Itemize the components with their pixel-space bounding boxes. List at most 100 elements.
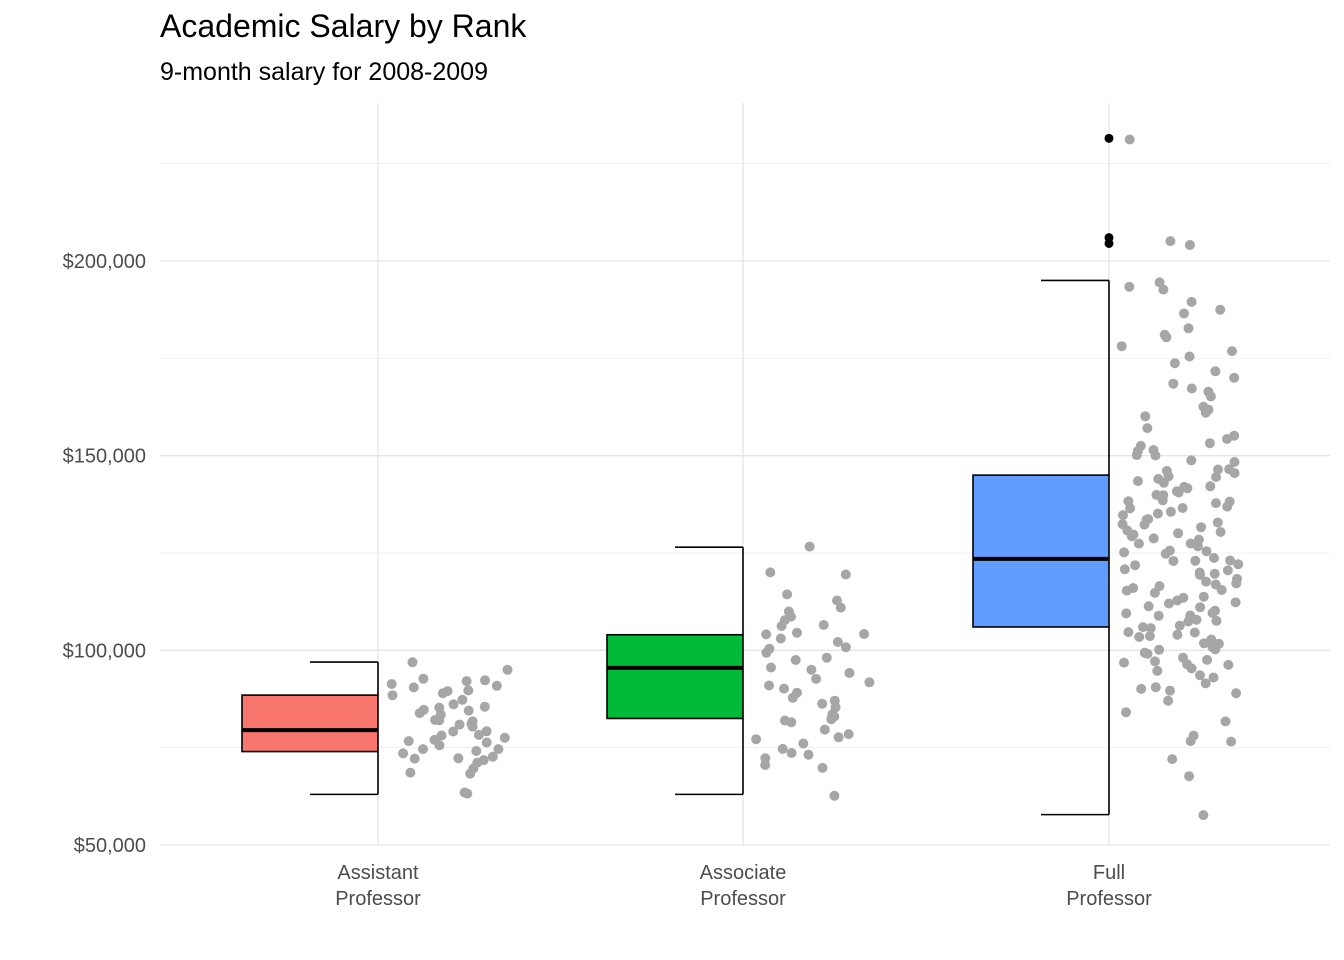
- data-point: [1196, 522, 1207, 533]
- data-point: [1183, 323, 1194, 334]
- data-point: [1135, 440, 1146, 451]
- data-point: [1163, 695, 1174, 706]
- data-point: [1123, 496, 1134, 507]
- data-point: [461, 676, 472, 687]
- data-point: [765, 567, 776, 578]
- data-point: [1118, 510, 1128, 521]
- data-point: [833, 732, 844, 743]
- data-point: [1130, 560, 1141, 571]
- x-tick-label: Professor: [335, 888, 421, 910]
- x-tick-label: Associate: [700, 862, 787, 884]
- data-point: [1142, 648, 1153, 659]
- data-point: [819, 724, 830, 735]
- data-point: [811, 673, 822, 684]
- data-point: [1230, 597, 1241, 608]
- y-tick-label: $100,000: [63, 640, 146, 662]
- data-point: [479, 701, 490, 712]
- data-point: [386, 679, 397, 689]
- x-tick-label: Assistant: [337, 862, 419, 884]
- data-point: [777, 743, 788, 754]
- data-point: [1178, 652, 1188, 663]
- data-point: [436, 730, 447, 741]
- outlier-point: [1104, 133, 1114, 143]
- data-point: [398, 748, 409, 759]
- data-point: [792, 687, 802, 698]
- data-point: [1148, 533, 1159, 544]
- data-point: [408, 682, 419, 693]
- data-point: [463, 685, 474, 696]
- data-point: [1152, 508, 1163, 519]
- data-point: [1186, 383, 1197, 394]
- data-point: [448, 699, 459, 710]
- data-point: [1179, 308, 1189, 319]
- data-point: [817, 698, 828, 709]
- data-point: [478, 755, 489, 766]
- data-point: [409, 753, 420, 764]
- data-point: [1229, 372, 1240, 383]
- data-point: [1154, 581, 1165, 592]
- data-point: [1165, 236, 1176, 247]
- data-point: [783, 606, 794, 617]
- data-point: [1210, 366, 1221, 377]
- data-point: [818, 620, 829, 630]
- data-point: [481, 726, 492, 737]
- chart-title: Academic Salary by Rank: [160, 8, 527, 44]
- data-point: [1133, 538, 1144, 549]
- data-point: [1143, 514, 1154, 525]
- data-point: [1138, 622, 1148, 633]
- box-iqr: [606, 633, 744, 720]
- data-point: [829, 695, 840, 706]
- data-point: [407, 657, 418, 668]
- data-point: [840, 642, 851, 653]
- data-point: [1159, 329, 1170, 340]
- data-point: [387, 690, 398, 701]
- data-point: [1209, 568, 1220, 579]
- data-point: [1144, 631, 1155, 642]
- data-point: [1134, 632, 1145, 642]
- data-point: [1225, 555, 1236, 566]
- data-point: [1153, 473, 1164, 484]
- data-point: [1184, 771, 1195, 782]
- boxes-layer: [241, 133, 1114, 816]
- data-point: [1164, 545, 1175, 556]
- data-point: [1145, 623, 1156, 634]
- data-point: [1213, 638, 1224, 649]
- y-tick-label: $50,000: [74, 835, 146, 857]
- data-point: [487, 751, 498, 762]
- data-point: [403, 736, 414, 747]
- data-point: [1143, 601, 1154, 612]
- data-point: [1148, 445, 1159, 455]
- data-point: [418, 704, 429, 715]
- data-point: [751, 734, 762, 745]
- data-point: [1220, 716, 1231, 727]
- data-point: [502, 664, 513, 675]
- data-point: [1198, 401, 1209, 412]
- data-point: [1124, 134, 1135, 145]
- data-point: [418, 744, 428, 755]
- data-point: [473, 729, 484, 740]
- data-point: [1205, 481, 1216, 492]
- data-point: [1210, 579, 1221, 590]
- data-point: [1154, 277, 1165, 288]
- data-point: [1117, 519, 1128, 530]
- data-point: [1184, 240, 1195, 250]
- data-point: [832, 637, 843, 647]
- data-point: [864, 677, 875, 688]
- data-point: [1185, 538, 1196, 549]
- data-point: [1154, 644, 1165, 655]
- data-point: [1210, 605, 1220, 616]
- data-point: [1184, 351, 1195, 362]
- data-point: [1201, 576, 1212, 587]
- data-point: [1189, 627, 1200, 638]
- x-tick-label: Professor: [1066, 888, 1152, 910]
- data-point: [832, 595, 842, 606]
- data-point: [817, 762, 828, 773]
- data-point: [775, 633, 786, 644]
- data-point: [761, 629, 772, 640]
- box-iqr: [241, 694, 379, 753]
- data-point: [1212, 517, 1223, 528]
- data-point: [467, 716, 478, 727]
- data-point: [1229, 430, 1240, 441]
- data-point: [1140, 411, 1151, 422]
